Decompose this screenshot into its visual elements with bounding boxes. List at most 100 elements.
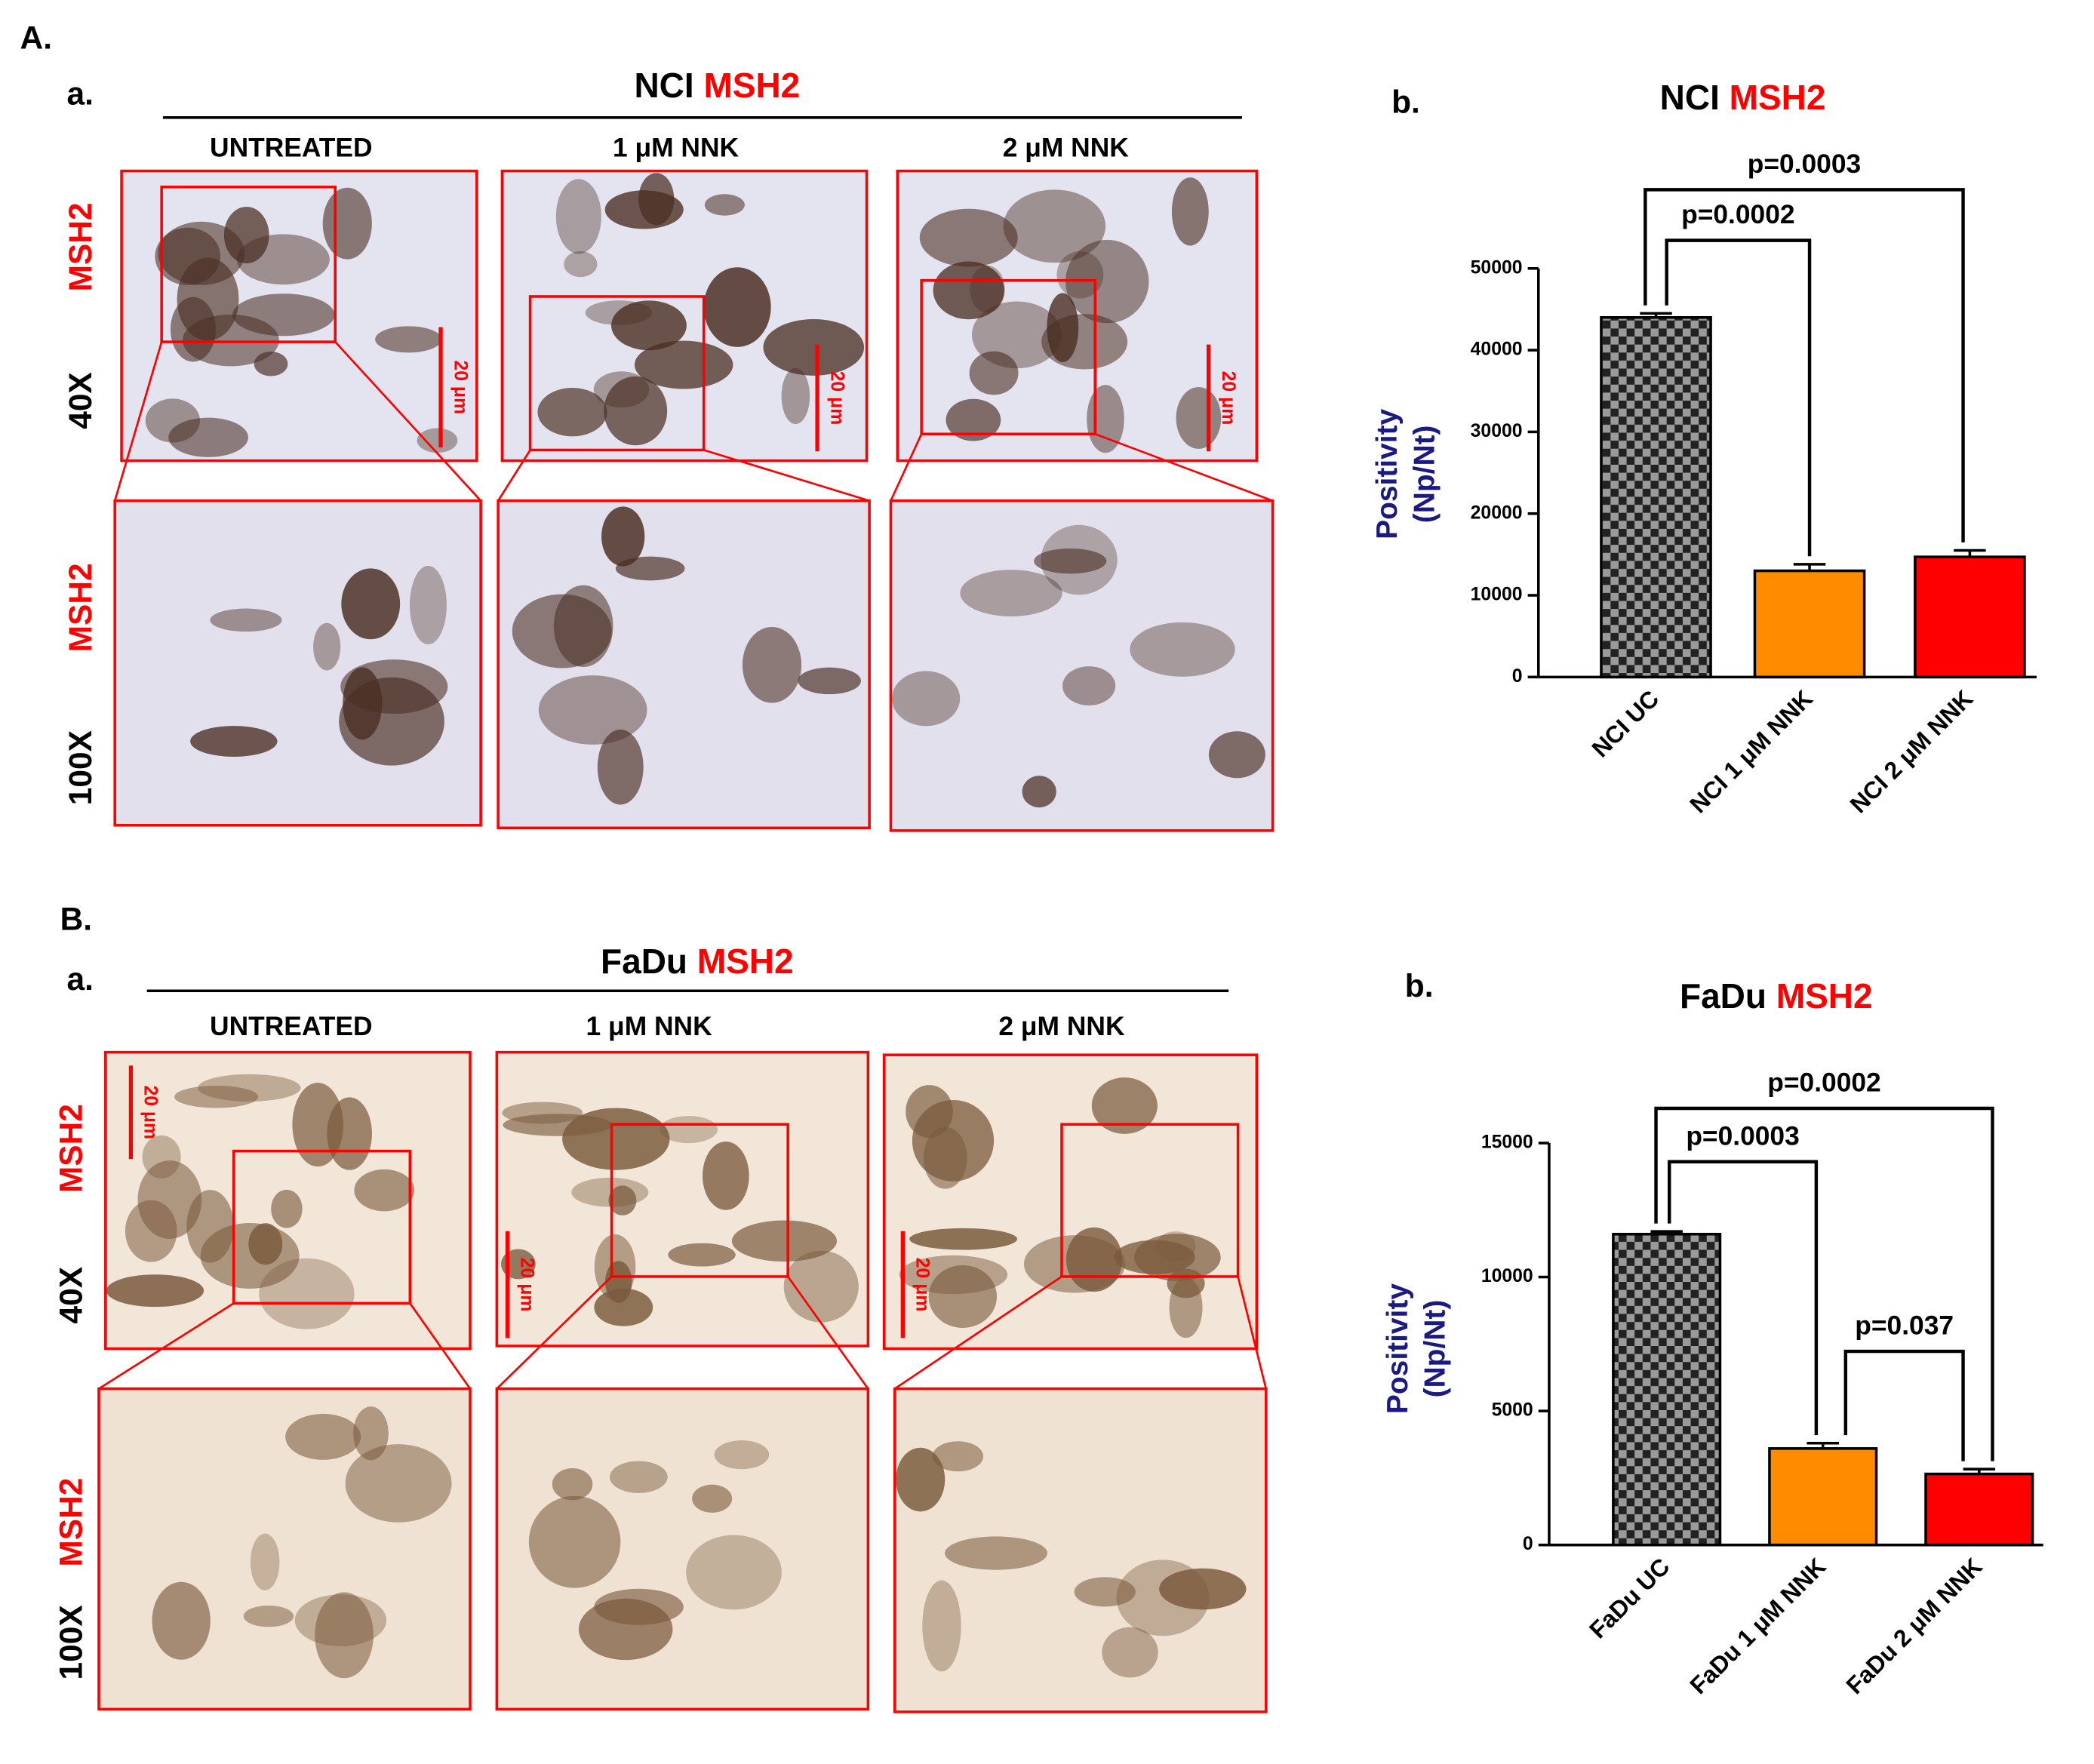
cell [1074,1577,1136,1607]
x-tick-label: FaDu 1 μM NNK [1684,1553,1831,1699]
cell [686,1535,782,1610]
panel-title: NCI MSH2 [634,66,800,105]
image-border [889,499,1275,832]
y-tick-label: 0 [1512,666,1523,687]
cell [611,300,687,351]
cell [1041,524,1118,595]
scale-label: 20 μm [517,1258,537,1312]
p-value: p=0.0002 [1767,1068,1880,1097]
image-bg [497,1052,869,1346]
micrograph [495,1050,870,1348]
error-bar [1806,1441,1839,1449]
column-header: 2 μM NNK [1003,134,1130,163]
zoom-line [890,433,923,502]
panel-label: b. [1391,84,1420,119]
significance-bracket [1654,1106,1994,1461]
cell [945,1536,1048,1570]
significance-bracket [1644,188,1965,542]
x-tick-label: NCI UC [1586,685,1664,763]
image-border [104,1050,472,1351]
row-label: 40X [63,372,98,429]
inset-box [1060,1123,1240,1278]
p-value: p=0.037 [1855,1311,1954,1341]
cell [714,1440,770,1470]
scale-label: 20 μm [140,1085,161,1139]
error-bar [1954,549,1986,558]
cell [538,675,647,745]
row-label: MSH2 [63,563,98,652]
cell [552,1468,593,1501]
bar [1753,569,1866,679]
error-bar [1963,1467,1996,1474]
image-border [97,1387,472,1711]
cell [1130,622,1235,677]
cell [798,667,861,695]
cell [145,398,200,443]
cell [1062,666,1116,705]
zoom-line [497,449,531,502]
row-label: MSH2 [54,1104,89,1193]
zoom-line [1094,432,1274,502]
image-bg [115,500,481,825]
cell [1167,1268,1205,1298]
image-border [500,169,869,463]
cell [615,556,685,581]
cell [634,340,733,389]
image-border [882,1053,1259,1351]
inset-box [610,1123,789,1278]
cell [909,1228,1018,1250]
image-border [120,169,478,463]
p-value: p=0.0003 [1686,1121,1799,1151]
column-header: UNTREATED [210,134,373,163]
micrograph [896,169,1259,463]
cell [601,506,645,567]
cell [704,194,745,216]
cell [1155,1231,1196,1262]
cell [168,417,248,457]
scale-label: 20 μm [1218,371,1238,426]
y-tick-label: 30000 [1471,421,1523,441]
title-marker: MSH2 [1776,976,1873,1016]
micrograph [495,1387,870,1711]
panel-label: B. [60,901,92,936]
cell [660,1115,718,1144]
cell [528,1495,621,1588]
cell [315,1592,374,1679]
y-axis-label: (Np/Nt) [1408,425,1441,523]
cell [1041,314,1128,370]
bar [1768,1447,1878,1547]
subpanel-label: a. [66,961,93,997]
cell [609,1461,668,1493]
title-marker: MSH2 [703,66,800,105]
cell [781,367,810,425]
cell [742,626,802,703]
cell [763,318,865,376]
scale-label: 20 μm [826,371,847,426]
cell [604,1261,632,1303]
micrograph [497,499,871,830]
cell [345,1444,452,1523]
significance-bracket [1668,1160,1819,1436]
chart-title: NCI MSH2 [1660,78,1826,117]
cell [250,1533,280,1590]
bar [1600,316,1712,679]
y-tick-label: 50000 [1471,257,1523,278]
cell [564,250,598,278]
image-border [495,1387,870,1711]
x-tick-label: NCI 2 μM NNK [1844,685,1978,819]
cell [152,1581,211,1660]
cell [597,729,644,805]
cell [922,1580,961,1672]
cell [313,622,341,671]
error-bar [1650,1230,1683,1234]
cell [1022,776,1056,808]
row-label: 100X [54,1605,89,1679]
bar [1924,1472,2034,1547]
micrograph [889,499,1275,832]
micrograph [113,499,482,827]
zoom-line [787,1276,869,1390]
micrograph [500,169,869,463]
column-header: 1 μM NNK [586,1012,713,1041]
cell [341,568,401,640]
